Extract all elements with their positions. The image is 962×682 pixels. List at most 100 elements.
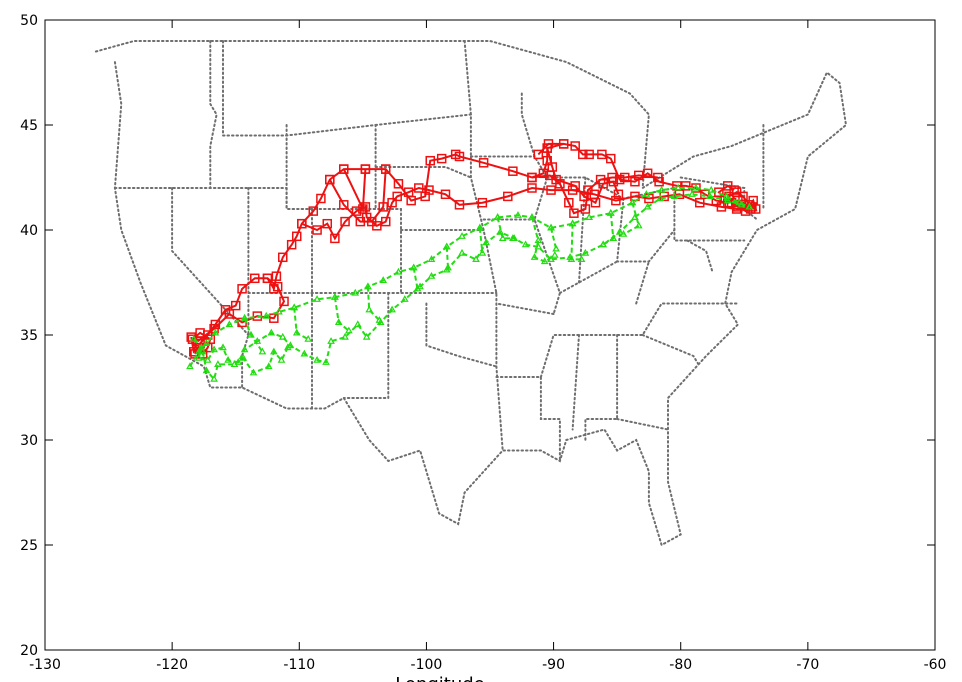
data-point [478,248,487,256]
data-point [225,320,234,328]
data-point [230,360,239,367]
data-point [454,200,465,210]
data-point [558,139,569,149]
data-point [472,255,480,262]
boundary-line [171,187,250,336]
data-point [653,172,663,183]
data-point [570,141,580,151]
data-point [508,166,518,176]
data-point [312,225,322,235]
data-point [339,200,349,210]
series-line [570,223,582,261]
data-point [388,305,396,313]
data-point [224,355,232,363]
data-point [568,219,577,227]
data-point [400,295,409,302]
data-point [620,172,630,183]
data-point [362,332,371,340]
data-point [414,183,424,193]
boundary-line [539,302,739,378]
x-tick-label: -60 [924,657,947,673]
data-point [211,328,220,336]
data-point [300,349,309,357]
data-point [262,273,273,284]
series-line [602,213,615,246]
data-point [258,347,267,355]
series-group [186,139,761,359]
data-point [345,326,353,334]
y-tick-label: 35 [20,328,38,344]
data-point [367,216,377,227]
data-point [738,191,748,202]
data-point [195,353,203,361]
y-tick-label: 25 [20,538,38,554]
data-point [476,223,484,231]
data-point [330,233,340,244]
series-line [412,267,419,289]
data-point [579,191,589,202]
series-line [623,202,640,236]
data-point [278,252,288,263]
boundary-line [425,302,498,368]
data-point [444,263,452,271]
data-point [564,197,574,208]
data-point [656,194,665,202]
data-point [313,355,321,363]
data-point [657,185,666,193]
data-point [277,355,286,363]
data-point [723,196,732,204]
series-line [196,277,286,343]
data-point [198,347,207,355]
data-point [286,341,295,349]
data-point [316,193,326,204]
boundary-line [495,302,555,315]
data-point [279,296,289,307]
data-point [249,368,258,376]
data-point [394,267,403,275]
data-point [340,216,350,227]
data-point [239,353,248,361]
y-tick-label: 45 [20,118,38,134]
data-point [202,366,211,374]
data-point [189,334,198,342]
data-point [331,292,339,300]
data-point [737,200,746,208]
x-tick-label: -70 [796,657,819,673]
data-point [379,276,388,283]
data-point [688,190,696,197]
data-point [547,162,558,172]
data-point [286,239,297,250]
series-line [366,286,381,321]
state-boundaries [94,40,848,547]
data-point [533,149,544,160]
data-point [482,238,491,246]
data-point [240,345,249,353]
data-point [360,164,371,174]
boundary-line [616,418,669,431]
data-point [569,208,579,218]
data-point [327,337,335,344]
data-point [262,311,271,319]
data-point [458,232,466,239]
series-line [531,174,658,215]
data-point [195,328,205,338]
data-point [695,197,705,208]
data-point [387,197,397,208]
data-point [599,240,607,248]
boundary-line [241,187,250,389]
data-point [237,284,247,294]
series-line [496,217,513,240]
data-point [322,358,330,365]
y-tick-label: 30 [20,433,38,449]
data-point [528,213,536,220]
data-point [580,204,591,214]
series-line [531,217,556,263]
data-point [308,206,319,216]
data-point [551,250,559,258]
data-point [674,183,682,191]
boundary-line [641,334,701,368]
data-point [425,155,435,166]
data-point [577,255,586,262]
x-tick-label: -100 [411,657,443,673]
